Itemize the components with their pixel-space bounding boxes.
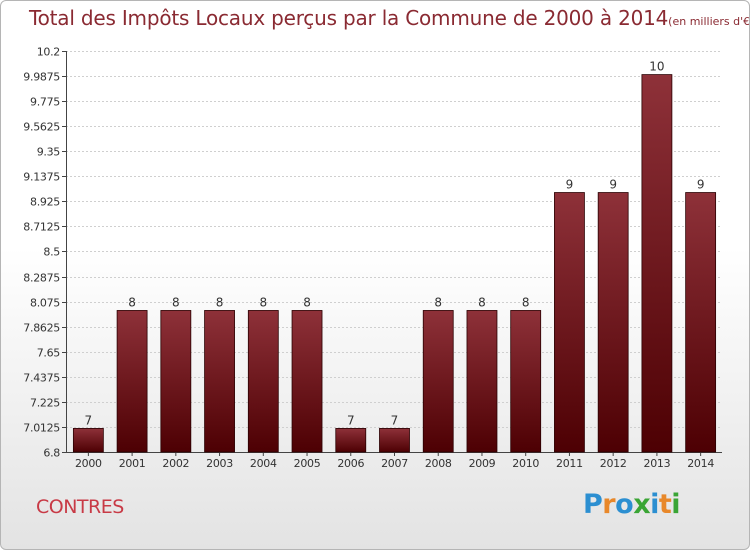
bar-2004: [247, 310, 279, 453]
bar-2013: [641, 74, 673, 453]
x-tick-label: 2004: [250, 457, 277, 470]
bar-2011: [554, 192, 585, 453]
data-label-2005: 8: [303, 295, 311, 309]
bar-2006: [335, 428, 367, 453]
bars: [72, 74, 717, 453]
data-label-2002: 8: [172, 295, 180, 309]
y-tick-label: 7.4375: [23, 372, 60, 385]
data-labels: 7 8 8 8 8 8 7 7 8 8 8 9 9 10 9: [85, 60, 705, 428]
x-tick-label: 2009: [469, 457, 496, 470]
y-tick-label: 8.7125: [23, 221, 60, 234]
data-label-2004: 8: [259, 295, 267, 309]
logo-letter: i: [650, 489, 659, 520]
y-tick-label: 8.925: [30, 196, 60, 209]
bar-2010: [510, 310, 542, 453]
bar-2008: [422, 310, 454, 453]
data-label-2006: 7: [347, 413, 355, 427]
tick-labels: 6.8 7.0125 7.225 7.4375 7.65 7.8625 8.075 8.287…: [23, 46, 714, 471]
x-tick-label: 2002: [162, 457, 189, 470]
y-tick-label: 7.0125: [23, 422, 60, 435]
data-label-2009: 8: [478, 295, 486, 309]
x-tick-label: 2007: [381, 457, 408, 470]
logo-letter: x: [633, 489, 651, 520]
y-tick-label: 9.9875: [23, 71, 60, 84]
x-tick-label: 2008: [425, 457, 452, 470]
logo-letter: i: [671, 489, 681, 520]
y-tick-label: 9.35: [37, 146, 61, 159]
bar-2012: [597, 192, 629, 453]
data-label-2007: 7: [391, 413, 399, 427]
bar-2014: [685, 192, 717, 453]
x-tick-label: 2001: [119, 457, 146, 470]
x-tick-label: 2006: [337, 457, 364, 470]
commune-name: CONTRES: [36, 496, 124, 518]
bar-2003: [204, 310, 235, 453]
title-unit: (en milliers d'€): [668, 15, 750, 28]
data-label-2010: 8: [522, 295, 530, 309]
y-tick-label: 7.65: [37, 347, 61, 360]
x-tick-label: 2005: [294, 457, 321, 470]
bar-2009: [466, 310, 498, 453]
data-label-2012: 9: [609, 178, 617, 192]
data-label-2000: 7: [85, 413, 93, 427]
x-tick-label: 2000: [75, 457, 102, 470]
x-tick-label: 2012: [600, 457, 627, 470]
proxiti-logo: Proxiti: [583, 489, 681, 520]
chart-title: Total des Impôts Locaux perçus par la Co…: [29, 6, 750, 30]
x-tick-label: 2014: [687, 457, 714, 470]
x-tick-label: 2003: [206, 457, 233, 470]
title-text: Total des Impôts Locaux perçus par la Co…: [29, 6, 669, 30]
bar-2005: [291, 310, 323, 453]
axes: [62, 51, 722, 456]
data-label-2008: 8: [434, 295, 442, 309]
y-tick-label: 6.8: [43, 447, 60, 460]
x-tick-label: 2011: [556, 457, 583, 470]
data-label-2013: 10: [649, 60, 664, 74]
y-tick-label: 7.225: [30, 397, 60, 410]
x-tick-label: 2010: [512, 457, 539, 470]
data-label-2001: 8: [128, 295, 136, 309]
y-tick-label: 8.075: [30, 297, 60, 310]
y-tick-label: 9.1375: [23, 171, 60, 184]
logo-letter: r: [602, 489, 616, 520]
bar-2002: [160, 310, 192, 453]
bar-2000: [72, 428, 104, 453]
y-tick-label: 7.8625: [23, 322, 60, 335]
logo-letter: t: [658, 489, 672, 520]
data-label-2014: 9: [697, 178, 705, 192]
logo-letter: o: [615, 489, 634, 520]
y-tick-label: 9.775: [30, 96, 60, 109]
x-tick-label: 2013: [644, 457, 671, 470]
bar-2007: [379, 428, 410, 453]
y-tick-label: 8.5: [43, 246, 60, 259]
y-tick-label: 10.2: [37, 46, 60, 59]
bar-2001: [116, 310, 148, 453]
y-tick-label: 8.2875: [23, 272, 60, 285]
data-label-2011: 9: [566, 178, 574, 192]
logo-letter: P: [583, 489, 603, 520]
data-label-2003: 8: [216, 295, 224, 309]
y-tick-label: 9.5625: [23, 121, 60, 134]
